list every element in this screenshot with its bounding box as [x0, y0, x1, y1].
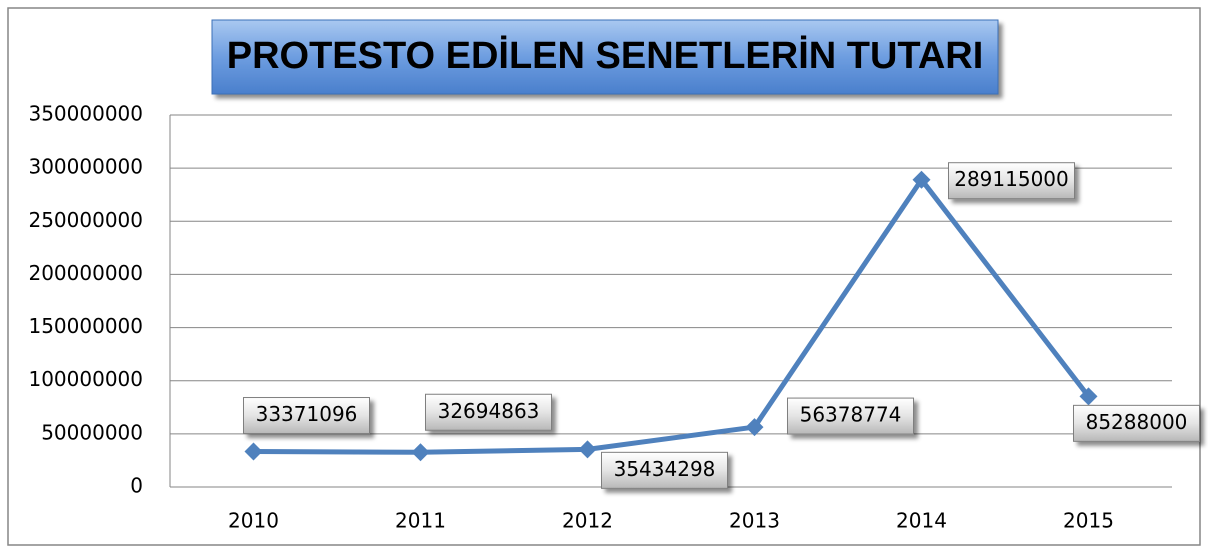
marker — [578, 440, 597, 459]
data-label: 289115000 — [954, 167, 1069, 191]
y-tick-label: 300000000 — [28, 155, 143, 179]
y-tick-label: 200000000 — [28, 261, 143, 285]
data-label-box — [1073, 404, 1200, 442]
line — [253, 177, 1091, 455]
data-label-box — [425, 393, 552, 431]
marker — [912, 170, 931, 189]
marker — [411, 443, 430, 462]
data-label: 56378774 — [800, 403, 902, 427]
y-tick-label: 100000000 — [28, 367, 143, 391]
chart-title: PROTESTO EDİLEN SENETLERİN TUTARI — [227, 35, 984, 77]
y-tick-label: 0 — [130, 474, 143, 498]
x-tick-label: 2014 — [896, 509, 947, 533]
data-label: 35434298 — [614, 457, 716, 481]
title-box — [211, 19, 999, 95]
y-tick-label: 150000000 — [28, 314, 143, 338]
x-tick-label: 2010 — [228, 509, 279, 533]
x-tick-label: 2012 — [562, 509, 613, 533]
marker — [1079, 387, 1098, 406]
data-label: 32694863 — [438, 399, 540, 423]
data-label: 33371096 — [256, 402, 358, 426]
marker — [745, 418, 764, 437]
data-label-box — [243, 397, 370, 435]
marker — [244, 442, 263, 461]
x-tick-label: 2015 — [1063, 509, 1114, 533]
data-label-box — [948, 162, 1075, 200]
data-label-box — [601, 451, 728, 489]
data-label-box — [787, 397, 914, 435]
data-label: 85288000 — [1086, 410, 1188, 434]
y-tick-label: 50000000 — [41, 420, 143, 444]
y-tick-label: 350000000 — [28, 102, 143, 126]
x-tick-label: 2011 — [395, 509, 446, 533]
y-tick-label: 250000000 — [28, 208, 143, 232]
x-tick-label: 2013 — [729, 509, 780, 533]
